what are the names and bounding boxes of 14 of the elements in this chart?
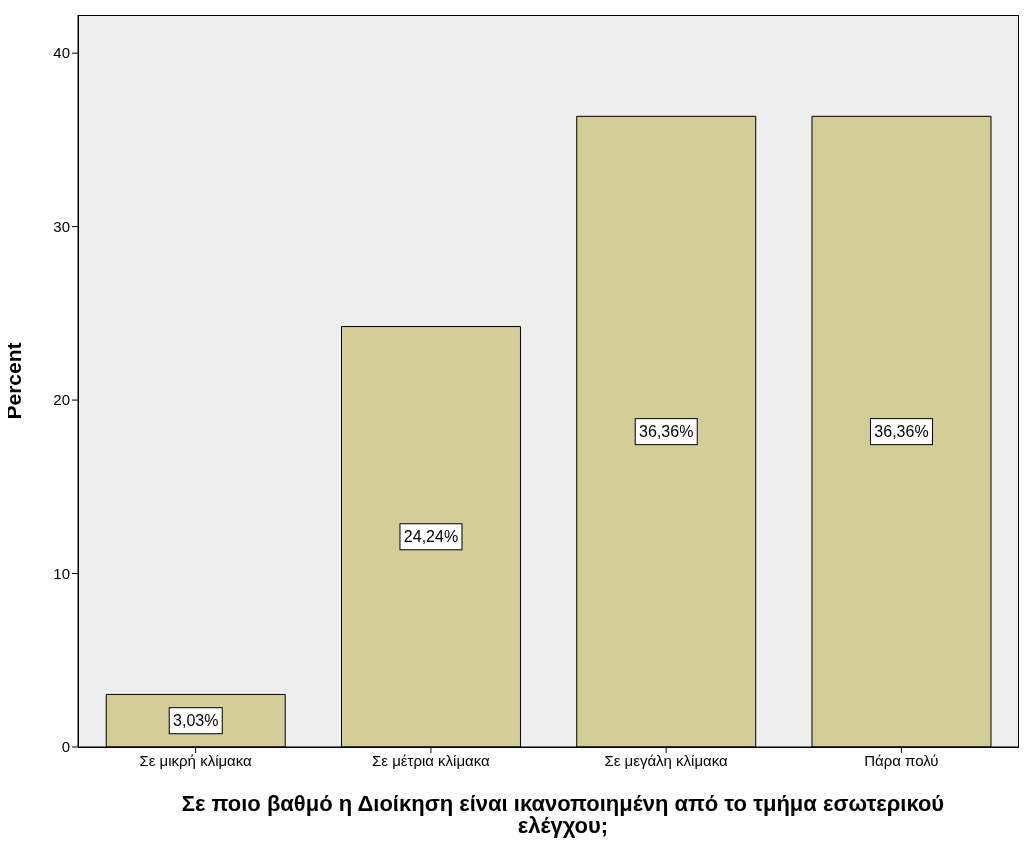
data-label: 36,36%: [874, 422, 929, 440]
y-tick-label: 20: [53, 391, 70, 409]
x-tick-label: Σε μέτρια κλίμακα: [372, 751, 491, 769]
y-tick-label: 0: [61, 738, 70, 756]
y-tick-label: 30: [53, 217, 70, 235]
y-tick-label: 40: [53, 44, 70, 62]
x-axis-title: Σε ποιο βαθμό η Διοίκηση είναι ικανοποιημένη από το τμήμα εσωτερικού ελέγχου;: [180, 791, 946, 838]
x-tick-label: Σε μεγάλη κλίμακα: [604, 751, 729, 769]
data-label: 24,24%: [403, 527, 459, 545]
x-tick-label: Πάρα πολύ: [864, 751, 939, 769]
y-tick-label: 10: [53, 564, 70, 582]
data-label: 36,36%: [639, 422, 694, 440]
data-label: 3,03%: [173, 711, 219, 729]
x-tick-label: Σε μικρή κλίμακα: [139, 751, 253, 769]
